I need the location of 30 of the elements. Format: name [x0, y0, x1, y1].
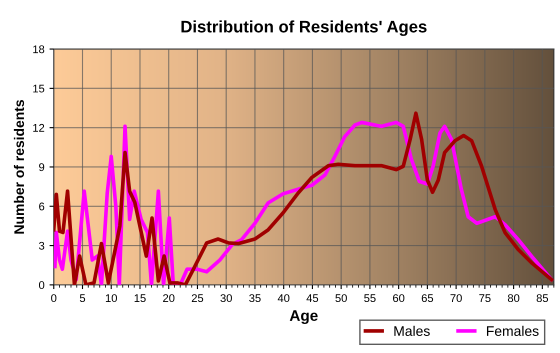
y-tick-label: 15 — [33, 84, 44, 93]
x-tick-label: 35 — [249, 294, 261, 302]
x-tick-label: 40 — [278, 294, 290, 302]
x-tick-label: 50 — [335, 294, 347, 302]
x-tick-label: 65 — [422, 294, 434, 302]
x-tick-label: 10 — [106, 294, 117, 302]
x-tick-label: 5 — [80, 294, 86, 302]
y-tick-label: 9 — [39, 163, 44, 172]
x-tick-label: 60 — [393, 294, 404, 302]
legend-label: Females — [486, 326, 539, 336]
x-tick-label: 70 — [450, 294, 462, 302]
x-tick-label: 25 — [192, 294, 204, 302]
legend-label: Males — [394, 326, 430, 336]
x-axis-title: Age — [290, 310, 318, 324]
chart-title: Distribution of Residents' Ages — [181, 20, 427, 36]
x-tick-label: 0 — [51, 294, 56, 302]
y-tick-label: 6 — [39, 202, 44, 210]
x-tick-label: 30 — [220, 294, 232, 302]
y-axis-title: Number of residents — [14, 100, 24, 234]
y-tick-label: 12 — [33, 124, 44, 132]
x-tick-label: 45 — [306, 294, 318, 302]
y-tick-label: 3 — [38, 242, 44, 250]
y-tick-label: 0 — [38, 281, 44, 290]
x-tick-label: 55 — [364, 294, 376, 302]
x-tick-label: 80 — [508, 294, 520, 302]
x-tick-label: 85 — [536, 294, 548, 302]
x-tick-label: 15 — [134, 294, 146, 302]
x-tick-label: 20 — [163, 294, 174, 302]
x-tick-label: 75 — [479, 294, 491, 302]
y-tick-label: 18 — [33, 45, 44, 54]
